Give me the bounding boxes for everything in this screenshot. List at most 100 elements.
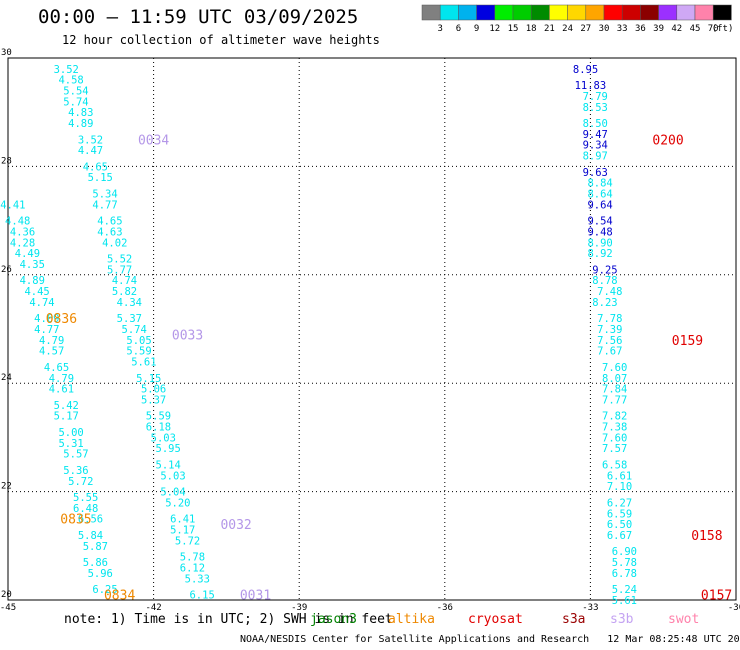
x-tick-label: -33 (582, 603, 598, 612)
y-tick-label: 22 (1, 482, 12, 492)
wave-height-label: 4.77 (34, 324, 59, 336)
wave-height-label: 5.78 (612, 557, 637, 569)
wave-height-label: 4.74 (112, 275, 137, 287)
satellite-name: swot (668, 612, 700, 627)
wave-height-label: 4.63 (97, 226, 122, 238)
wave-height-label: 7.67 (597, 346, 622, 358)
pass-time-label: 0034 (138, 133, 169, 148)
wave-height-label: 7.38 (602, 422, 627, 434)
pass-time-label: 0158 (691, 529, 722, 544)
legend-label: 6 (456, 24, 461, 34)
y-tick-label: 28 (1, 156, 12, 166)
wave-height-label: 4.49 (15, 248, 40, 260)
wave-height-label: 8.95 (573, 64, 598, 76)
wave-height-label: 5.52 (107, 254, 132, 266)
wave-height-label: 11.83 (575, 80, 607, 92)
wave-height-label: 7.84 (602, 384, 627, 396)
satellite-name: jason3 (310, 612, 357, 627)
wave-height-label: 5.34 (92, 189, 117, 201)
wave-height-label: 6.48 (73, 503, 98, 515)
wave-height-label: 6.27 (607, 497, 632, 509)
wave-height-label: 6.50 (607, 519, 632, 531)
wave-height-label: 3.52 (78, 134, 103, 146)
wave-height-label: 5.59 (146, 411, 171, 423)
wave-height-label: 9.34 (583, 140, 608, 152)
pass-time-label: 0033 (172, 328, 203, 343)
wave-height-label: 5.37 (141, 394, 166, 406)
page-subtitle: 12 hour collection of altimeter wave hei… (62, 33, 380, 47)
wave-height-label: 6.56 (78, 514, 103, 526)
wave-height-label: 6.90 (612, 546, 637, 558)
y-tick-label: 26 (1, 265, 12, 275)
wave-height-label: 5.33 (185, 573, 210, 585)
wave-height-label: 6.61 (607, 470, 632, 482)
wave-height-label: 4.69 (34, 313, 59, 325)
wave-height-label: 4.61 (49, 384, 74, 396)
wave-height-label: 5.87 (83, 541, 108, 553)
wave-height-label: 4.02 (102, 237, 127, 249)
wave-height-label: 8.07 (602, 373, 627, 385)
wave-height-label: 8.97 (583, 151, 608, 163)
legend-label: 27 (580, 24, 591, 34)
satellite-name: s3b (610, 612, 634, 627)
legend-label: 33 (617, 24, 628, 34)
legend-label: 42 (671, 24, 682, 34)
satellite-name: altika (388, 612, 435, 627)
wave-height-label: 4.74 (29, 297, 54, 309)
wave-height-label: 5.05 (126, 335, 151, 347)
legend-label: 12 (489, 24, 500, 34)
legend-label: 30 (599, 24, 610, 34)
wave-height-label: 7.56 (597, 335, 622, 347)
wave-height-label: 4.35 (20, 259, 45, 271)
wave-height-label: 9.48 (587, 226, 612, 238)
wave-height-label: 7.39 (597, 324, 622, 336)
wave-height-label: 4.83 (68, 107, 93, 119)
wave-height-label: 5.82 (112, 286, 137, 298)
legend-swatch (712, 4, 732, 21)
legend-label: 36 (635, 24, 646, 34)
wave-height-label: 5.77 (107, 264, 132, 276)
wave-height-label: 7.79 (583, 91, 608, 103)
wave-height-label: 9.63 (583, 167, 608, 179)
wave-height-label: 7.77 (602, 394, 627, 406)
legend-label: 39 (653, 24, 664, 34)
wave-height-label: 8.50 (583, 118, 608, 130)
wave-height-label: 4.41 (0, 199, 25, 211)
wave-height-label: 7.82 (602, 411, 627, 423)
wave-height-label: 5.61 (131, 357, 156, 369)
wave-height-label: 5.57 (63, 449, 88, 461)
wave-height-label: 5.15 (88, 172, 113, 184)
wave-height-label: 5.86 (83, 557, 108, 569)
wave-height-label: 7.10 (607, 481, 632, 493)
wave-height-label: 5.95 (156, 443, 181, 455)
y-tick-label: 30 (1, 48, 12, 58)
x-tick-label: -30 (728, 603, 740, 612)
wave-height-label: 4.36 (10, 226, 35, 238)
wave-height-label: 8.78 (592, 275, 617, 287)
wave-height-label: 4.57 (39, 346, 64, 358)
wave-height-label: 5.42 (54, 400, 79, 412)
wave-height-label: 5.03 (160, 470, 185, 482)
page-title: 00:00 – 11:59 UTC 03/09/2025 (38, 6, 359, 28)
wave-height-label: 8.84 (587, 178, 612, 190)
pass-time-label: 0159 (672, 334, 703, 349)
x-tick-label: -42 (145, 603, 161, 612)
wave-height-label: 5.20 (165, 497, 190, 509)
wave-height-label: 5.14 (156, 460, 181, 472)
x-tick-label: -39 (291, 603, 307, 612)
wave-height-label: 5.17 (170, 525, 195, 537)
wave-height-label: 5.04 (160, 487, 185, 499)
wave-height-label: 4.89 (68, 118, 93, 130)
wave-height-label: 5.61 (612, 595, 637, 607)
legend-label: 24 (562, 24, 573, 34)
wave-height-label: 6.12 (180, 562, 205, 574)
wave-height-label: 6.15 (189, 590, 214, 602)
wave-height-label: 6.41 (170, 514, 195, 526)
wave-height-label: 6.58 (602, 460, 627, 472)
wave-height-label: 5.55 (73, 492, 98, 504)
wave-height-label: 5.17 (54, 411, 79, 423)
wave-height-label: 4.89 (20, 275, 45, 287)
wave-height-label: 5.15 (136, 373, 161, 385)
wave-height-label: 8.64 (587, 189, 612, 201)
wave-height-label: 7.48 (597, 286, 622, 298)
